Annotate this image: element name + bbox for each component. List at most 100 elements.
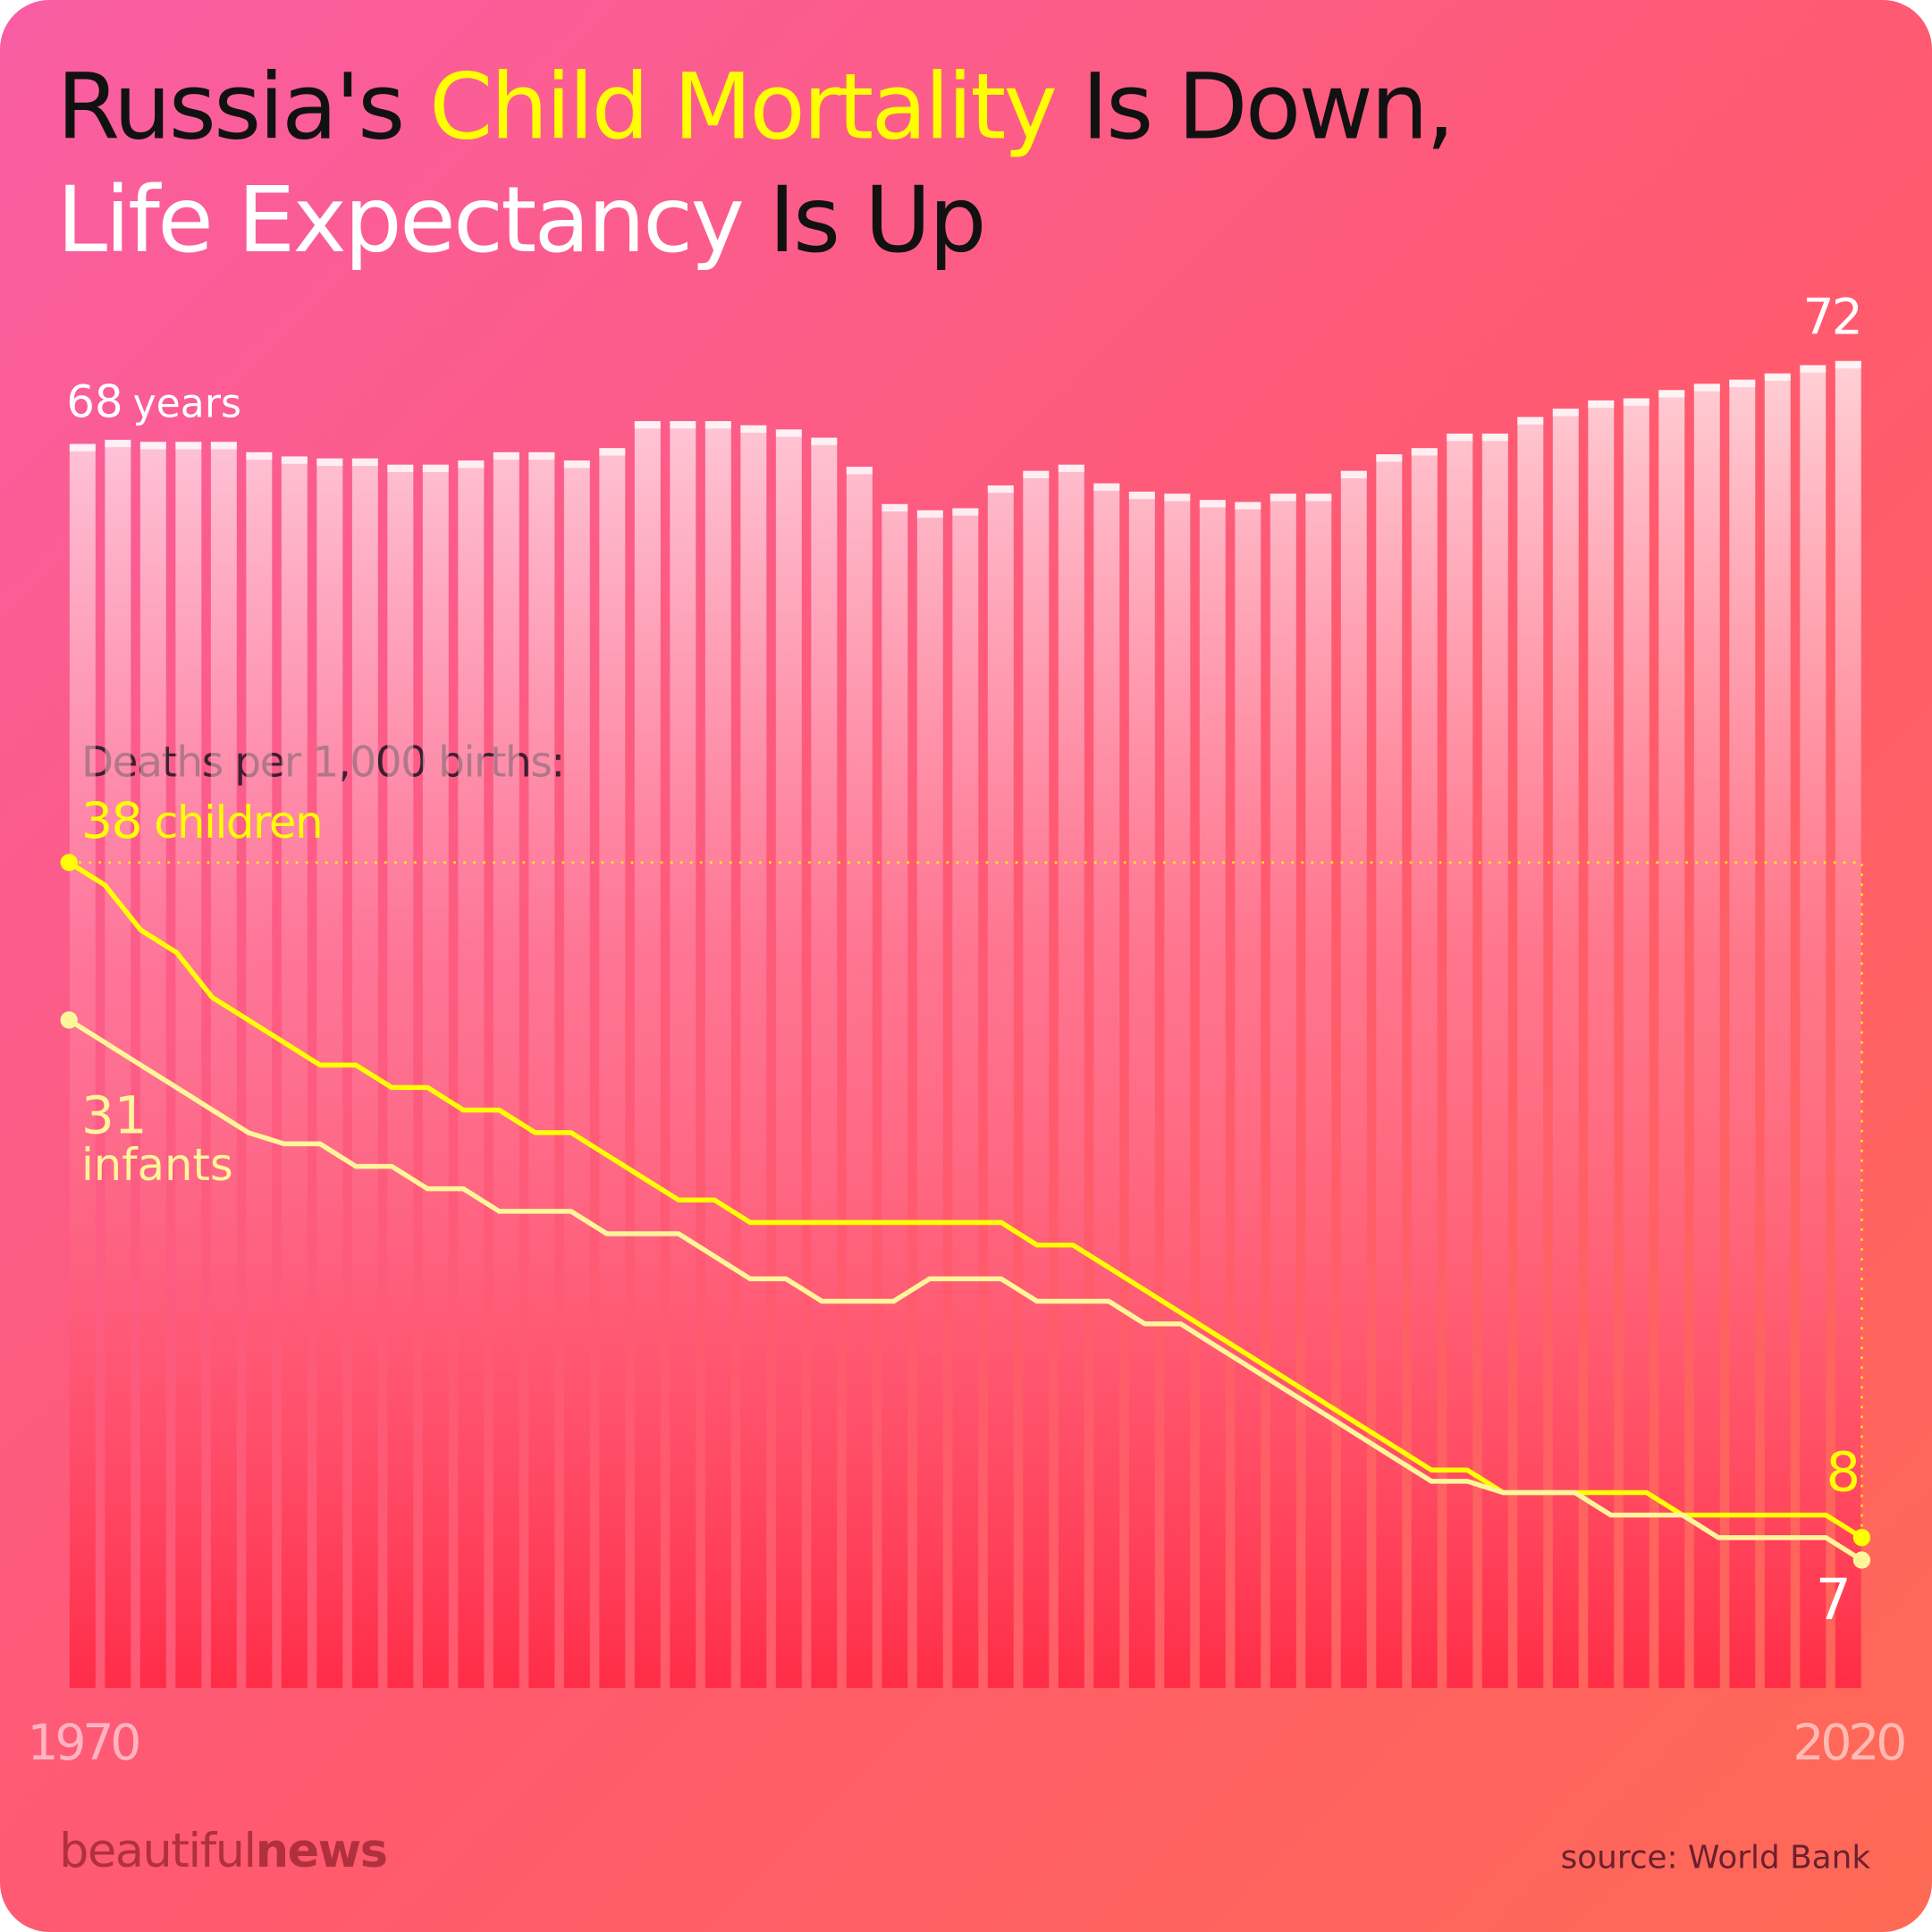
bar [316, 458, 343, 1689]
bar [105, 439, 131, 1689]
bar-cap [1517, 417, 1544, 425]
line-end-dot [60, 1011, 78, 1029]
bar-cap [1693, 384, 1720, 392]
bar-cap [987, 485, 1014, 494]
bar [422, 464, 449, 1689]
unit: years [133, 381, 241, 426]
bar-cap [811, 437, 838, 445]
name: children [154, 797, 322, 848]
bar-cap [139, 442, 166, 450]
end-label: 8 [1826, 1441, 1860, 1504]
bar-cap [1340, 470, 1367, 478]
bar-value-label: 72 [1802, 288, 1860, 345]
bar-cap [316, 458, 343, 467]
value: 38 [81, 792, 141, 849]
bar [1376, 454, 1403, 1689]
bar-cap [916, 510, 943, 519]
bar-cap [1235, 502, 1261, 510]
bar-cap [740, 425, 767, 433]
brand: beautifulnews [59, 1824, 386, 1878]
title-part: Is Up [742, 167, 984, 274]
bar-cap [1411, 448, 1438, 456]
bar-cap [493, 451, 519, 460]
bar-cap [1023, 470, 1050, 478]
bar [1729, 379, 1756, 1689]
bar-cap [246, 451, 273, 460]
bar [1800, 365, 1827, 1689]
title-line-2: Life Expectancy Is Up [56, 167, 984, 274]
bar-value-label: 68 years [66, 375, 241, 427]
bar-cap [1835, 360, 1861, 369]
bar-cap [704, 421, 731, 429]
bar [704, 421, 731, 1689]
source: source: World Bank [1561, 1839, 1871, 1876]
bar-cap [387, 464, 414, 473]
bar-cap [458, 460, 485, 468]
bar [846, 467, 873, 1689]
bar-cap [599, 448, 626, 456]
bar [1093, 483, 1120, 1689]
bar [1305, 494, 1332, 1689]
bar-cap [1588, 400, 1615, 409]
bar [1270, 494, 1296, 1689]
bar [1764, 373, 1791, 1689]
bar-cap [1164, 494, 1191, 502]
bar [775, 429, 802, 1689]
bar-cap [563, 460, 590, 468]
bar-cap [1481, 433, 1508, 442]
bar [387, 464, 414, 1689]
bar [1199, 500, 1226, 1689]
bar-cap [670, 421, 696, 429]
line [67, 1017, 1863, 1563]
bar [1164, 494, 1191, 1689]
bar-cap [210, 442, 237, 450]
line-end-dot [1852, 1551, 1871, 1569]
bar [210, 442, 237, 1689]
bar [1517, 417, 1544, 1689]
bar-cap [1058, 464, 1084, 473]
title-part: Russia's [56, 54, 429, 160]
bar [952, 508, 979, 1689]
series-label-name: infants [81, 1139, 233, 1191]
bar [1447, 433, 1473, 1689]
bar [916, 510, 943, 1689]
bar-cap [1376, 454, 1403, 462]
bar-cap [1658, 390, 1685, 398]
bar [670, 421, 696, 1689]
bar-cap [1800, 365, 1827, 373]
bar [987, 485, 1014, 1689]
bar [1552, 409, 1579, 1689]
end-label: 7 [1816, 1566, 1852, 1632]
bar [175, 442, 202, 1689]
bar [634, 421, 661, 1689]
bar [1128, 491, 1155, 1689]
bar-cap [281, 456, 308, 464]
bar-cap [634, 421, 661, 429]
bar-cap [105, 439, 131, 448]
line-end-dot [60, 854, 78, 872]
bar-cap [1305, 494, 1332, 502]
line-end-dot [1852, 1529, 1871, 1547]
title-part: Is Down, [1055, 54, 1453, 160]
title-part: Child Mortality [429, 54, 1055, 160]
bar-cap [1764, 373, 1791, 381]
bar [528, 451, 555, 1689]
series-label: 38 children [81, 792, 322, 849]
bar-cap [1270, 494, 1296, 502]
bar [1588, 400, 1615, 1689]
value: 68 [66, 375, 122, 427]
bar [281, 456, 308, 1689]
bar-cap [952, 508, 979, 516]
brand-part: beautiful [59, 1824, 256, 1878]
bar [1623, 398, 1649, 1689]
bar-cap [775, 429, 802, 437]
bar-cap [882, 503, 908, 512]
title-line-1: Russia's Child Mortality Is Down, [56, 54, 1452, 160]
bar [246, 451, 273, 1689]
bar-cap [1093, 483, 1120, 491]
title-part: Life Expectancy [56, 167, 742, 274]
bar [563, 460, 590, 1689]
bar [1411, 448, 1438, 1689]
bar [1235, 502, 1261, 1689]
